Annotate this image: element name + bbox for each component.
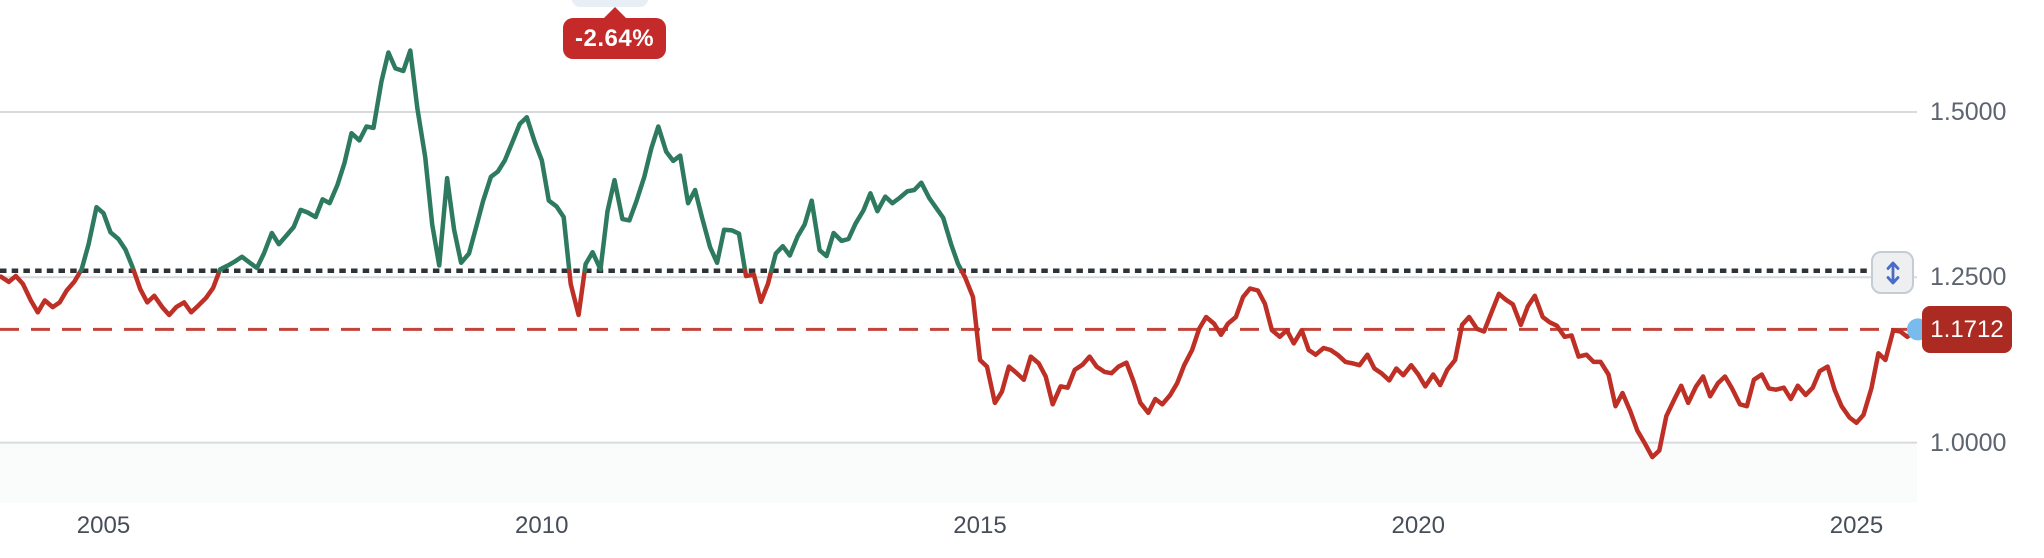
y-axis-tick-1.5000: 1.5000 [1930, 98, 2007, 126]
price-line-segment [959, 268, 1921, 460]
x-axis-tick-2010: 2010 [515, 512, 569, 539]
price-line-segment [769, 180, 964, 273]
price-line-segment [0, 268, 84, 315]
x-axis-tick-2015: 2015 [953, 512, 1007, 539]
up-down-arrow-icon [1886, 261, 1899, 284]
price-line-segment [131, 268, 222, 318]
price-line-segment [742, 268, 774, 305]
x-axis-tick-2020: 2020 [1391, 512, 1445, 539]
change-tooltip-label: -2.64% [575, 24, 655, 52]
plot-lower-band [0, 443, 1917, 503]
price-line-segment [78, 204, 137, 273]
price-line-segment [217, 48, 572, 273]
change-tooltip-badge: -2.64% [563, 18, 667, 59]
current-price-flag: 1.1712 [1922, 306, 2012, 353]
x-axis-tick-2025: 2025 [1829, 512, 1884, 539]
threshold-drag-button[interactable] [1871, 251, 1914, 294]
price-line-segment [567, 268, 587, 318]
y-axis-tick-1.0000: 1.0000 [1930, 428, 2007, 457]
current-price-label: 1.1712 [1930, 315, 2004, 343]
y-axis-tick-1.2500: 1.2500 [1930, 263, 2007, 292]
price-line-segment [582, 124, 748, 273]
x-axis-tick-2005: 2005 [76, 512, 131, 539]
cropped-toolbar-element [572, 0, 648, 7]
